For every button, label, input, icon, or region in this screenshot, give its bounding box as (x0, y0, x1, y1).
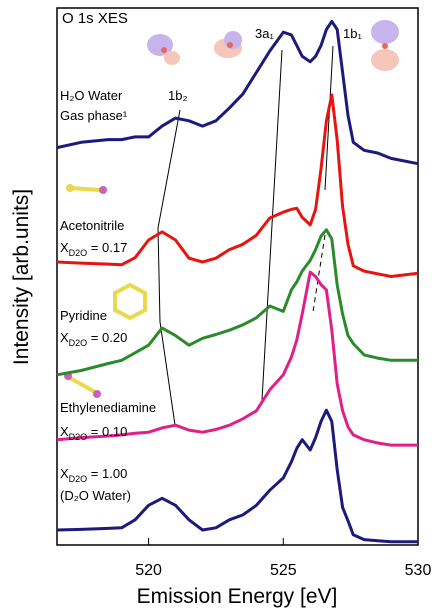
fraction-subscript: D2O (69, 338, 88, 348)
fraction-symbol: X (60, 424, 69, 439)
y-axis-title: Intensity [arb.units] (10, 189, 33, 365)
fraction-value: = 0.10 (87, 424, 127, 439)
chart-title: O 1s XES (62, 10, 128, 27)
series-label: Acetonitrile (60, 218, 124, 233)
fraction-subscript: D2O (69, 432, 88, 442)
x-tick-label: 530 (405, 562, 432, 579)
series-label: Ethylenediamine (60, 400, 156, 415)
series-fraction: XD2O = 0.10 (60, 424, 127, 442)
peak-label: 1b₂ (168, 88, 188, 103)
peak-label: 3a₁ (255, 26, 274, 41)
series-label: Pyridine (60, 308, 107, 323)
series-note: Gas phase¹ (60, 108, 128, 123)
fraction-subscript: D2O (69, 474, 88, 484)
series-fraction: XD2O = 1.00 (60, 466, 127, 484)
fraction-value: = 1.00 (87, 466, 127, 481)
series-fraction: XD2O = 0.20 (60, 330, 127, 348)
series-fraction: XD2O = 0.17 (60, 240, 127, 258)
series-label: (D₂O Water) (60, 488, 131, 503)
fraction-value: = 0.20 (87, 330, 127, 345)
fraction-symbol: X (60, 240, 69, 255)
peak-label: 1b₁ (343, 26, 362, 41)
x-axis-title: Emission Energy [eV] (137, 585, 338, 608)
x-tick-label: 520 (135, 562, 162, 579)
fraction-subscript: D2O (69, 248, 88, 258)
x-tick-label: 525 (270, 562, 297, 579)
series-label: H₂O Water (60, 88, 123, 103)
spectrum-line (57, 272, 418, 445)
chart: O 1s XES Emission Energy [eV] Intensity … (0, 0, 436, 610)
fraction-symbol: X (60, 330, 69, 345)
fraction-value: = 0.17 (87, 240, 127, 255)
fraction-symbol: X (60, 466, 69, 481)
